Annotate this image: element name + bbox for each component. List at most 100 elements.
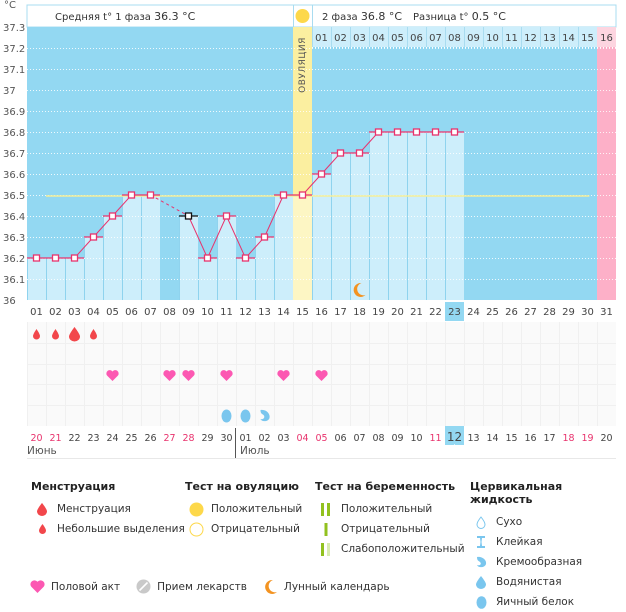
legend-item-preg-negative: Отрицательный xyxy=(315,519,465,539)
temp-point-day-07 xyxy=(146,191,155,199)
phase-difference: Разница t° 0.5 °C xyxy=(413,10,506,23)
temp-point-day-11 xyxy=(222,212,231,220)
legend-title-pregnancy-test: Тест на беременность xyxy=(315,480,456,493)
phase2-day-number: 01 xyxy=(315,33,328,44)
temp-point-day-15 xyxy=(298,191,307,199)
moon-icon xyxy=(353,282,366,297)
cycle-day-label: 28 xyxy=(543,307,556,318)
diff-value: 0.5 °C xyxy=(471,10,506,23)
phase2-day-number: 02 xyxy=(334,33,347,44)
phase2-day-number: 11 xyxy=(505,33,518,44)
cycle-day-label: 13 xyxy=(258,307,271,318)
temp-point-day-19 xyxy=(374,128,383,136)
cycle-day-label: 26 xyxy=(505,307,518,318)
temp-bar-day-13 xyxy=(255,237,274,300)
calendar-date: 27 xyxy=(163,433,175,444)
current-day-highlight xyxy=(445,302,464,321)
heart-icon xyxy=(220,370,233,381)
expected-period-column xyxy=(597,27,616,300)
y-tick-label: 36.3 xyxy=(3,233,25,244)
egg-white-icon xyxy=(221,409,232,423)
legend-item-ov-positive: Положительный xyxy=(185,499,302,519)
creamy-fluid-icon xyxy=(260,409,270,422)
cycle-day-label: 27 xyxy=(524,307,537,318)
phase2-day-number: 08 xyxy=(448,33,461,44)
blood-drop-icon xyxy=(37,502,47,516)
temp-point-day-06 xyxy=(127,191,136,199)
cycle-day-label: 22 xyxy=(429,307,442,318)
calendar-date: 16 xyxy=(524,433,536,444)
calendar-date: 24 xyxy=(106,433,118,444)
calendar-date: 19 xyxy=(581,433,593,444)
temp-line-segment xyxy=(150,194,189,217)
calendar-date: 13 xyxy=(467,433,479,444)
temp-bar-day-18 xyxy=(350,153,369,300)
temp-line-segment xyxy=(188,215,208,259)
temp-bar-day-03 xyxy=(65,258,84,300)
cycle-day-label: 06 xyxy=(125,307,138,318)
cycle-day-label: 16 xyxy=(315,307,328,318)
y-tick-label: 36.4 xyxy=(3,212,25,223)
y-tick-label: 36.7 xyxy=(3,149,25,160)
phase2-day-number: 10 xyxy=(486,33,499,44)
calendar-date: 02 xyxy=(258,433,270,444)
temp-point-day-14 xyxy=(279,191,288,199)
phase1-average: Средняя t° 1 фаза 36.3 °C xyxy=(55,10,195,23)
y-tick-label: 36.9 xyxy=(3,107,25,118)
y-tick-label: 36.6 xyxy=(3,170,25,181)
moon-icon xyxy=(265,579,277,594)
calendar-date: 20 xyxy=(30,433,42,444)
y-tick-label: 36.1 xyxy=(3,275,25,286)
temp-point-day-17 xyxy=(336,149,345,157)
calendar-date: 05 xyxy=(315,433,327,444)
temp-bar-day-06 xyxy=(122,195,141,300)
temp-point-day-20 xyxy=(393,128,402,136)
temp-line-segment xyxy=(264,194,284,238)
temp-point-day-02 xyxy=(51,254,60,262)
phase2-day-number: 12 xyxy=(524,33,537,44)
cycle-day-label: 19 xyxy=(372,307,385,318)
bbt-chart: 36 36.1 36.2 36.3 36.4 36.5 36.6 36.7 36.8 36.9 37… xyxy=(3,4,617,459)
heart-icon xyxy=(182,370,195,381)
y-tick-label: 37.2 xyxy=(3,44,25,55)
ovulation-test-positive-icon xyxy=(295,9,310,23)
phase2-label: 2 фаза xyxy=(322,12,358,23)
calendar-date: 18 xyxy=(562,433,574,444)
calendar-date: 08 xyxy=(372,433,384,444)
temp-line-segment xyxy=(226,215,246,259)
menstruation-drop-icon xyxy=(69,327,80,342)
temp-bar-day-14 xyxy=(274,195,293,300)
temp-point-day-03 xyxy=(70,254,79,262)
temp-point-day-18 xyxy=(355,149,364,157)
legend-pregnancy-test: Тест на беременность Положительный Отриц… xyxy=(315,480,465,559)
legend-item-menstruation: Менструация xyxy=(31,499,185,519)
temp-bar-day-12 xyxy=(236,258,255,300)
y-unit-label: °C xyxy=(4,0,16,11)
calendar-date: 25 xyxy=(125,433,137,444)
phase1-value: 36.3 °C xyxy=(154,10,196,23)
y-tick-label: 37 xyxy=(3,86,16,97)
phase2-day-number: 03 xyxy=(353,33,366,44)
calendar-date: 26 xyxy=(144,433,156,444)
calendar-date: 17 xyxy=(543,433,555,444)
heart-icon xyxy=(315,370,328,381)
legend-item-preg-positive: Положительный xyxy=(315,499,465,519)
cycle-day-label: 17 xyxy=(334,307,347,318)
two-lines-icon xyxy=(321,502,330,516)
calendar-date: 23 xyxy=(87,433,99,444)
cycle-day-label: 20 xyxy=(391,307,404,318)
sun-outline-icon xyxy=(189,522,203,536)
temp-point-day-04 xyxy=(89,233,98,241)
ovulation-label: ОВУЛЯЦИЯ xyxy=(297,37,308,93)
temp-point-day-05 xyxy=(108,212,117,220)
phase2-day-number: 07 xyxy=(429,33,442,44)
cycle-day-label: 10 xyxy=(201,307,214,318)
y-tick-label: 36 xyxy=(3,296,16,307)
cycle-day-label: 21 xyxy=(410,307,423,318)
temp-point-day-01 xyxy=(32,254,41,262)
temp-bar-day-04 xyxy=(84,237,103,300)
temp-point-day-10 xyxy=(203,254,212,262)
legend-title-ovulation-test: Тест на овуляцию xyxy=(185,480,299,493)
month-label-july: Июль xyxy=(240,445,270,457)
calendar-date: 06 xyxy=(334,433,346,444)
